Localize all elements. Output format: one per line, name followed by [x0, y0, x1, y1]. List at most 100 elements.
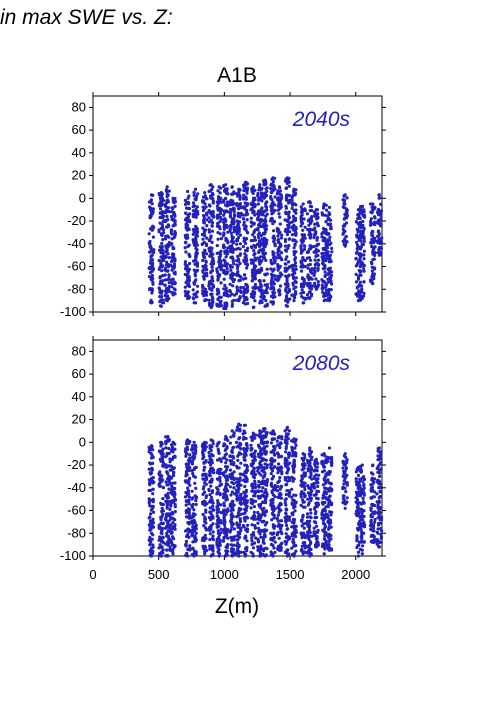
data-point — [147, 275, 152, 279]
data-point — [278, 189, 282, 193]
data-point — [172, 262, 177, 266]
point-column — [325, 446, 334, 552]
data-point — [184, 509, 188, 513]
data-point — [195, 243, 199, 247]
data-point — [243, 180, 247, 184]
data-point — [307, 218, 311, 222]
data-point — [168, 507, 172, 511]
data-point — [148, 265, 152, 269]
data-point — [278, 491, 282, 495]
data-point — [151, 282, 155, 286]
data-point — [276, 278, 280, 283]
data-point — [231, 508, 235, 512]
data-point — [256, 545, 260, 549]
data-point — [201, 205, 205, 209]
data-point — [265, 521, 269, 525]
data-point — [250, 435, 255, 439]
point-column — [234, 422, 243, 558]
data-point — [294, 276, 298, 280]
data-point — [215, 471, 219, 475]
data-point — [201, 258, 205, 263]
data-point — [377, 196, 381, 200]
data-point — [237, 190, 241, 194]
data-point — [159, 502, 163, 506]
data-point — [269, 441, 273, 445]
data-point — [288, 237, 292, 241]
data-point — [327, 260, 331, 264]
data-point — [184, 234, 188, 238]
data-point — [250, 542, 254, 547]
data-point — [313, 210, 317, 215]
data-point — [262, 506, 266, 510]
data-point — [288, 230, 292, 234]
data-point — [237, 523, 242, 527]
data-point — [345, 211, 349, 215]
data-point — [211, 504, 215, 508]
data-point — [284, 296, 289, 300]
data-point — [183, 479, 187, 483]
data-point — [150, 466, 154, 470]
data-point — [157, 258, 161, 263]
data-point — [215, 224, 219, 228]
data-point — [241, 196, 245, 200]
data-point — [250, 246, 254, 250]
data-point — [191, 525, 195, 529]
data-point — [172, 471, 176, 475]
data-point — [262, 467, 266, 471]
data-point — [277, 202, 281, 206]
data-point — [218, 479, 222, 483]
data-point — [264, 227, 268, 231]
data-point — [320, 252, 324, 256]
data-point — [292, 293, 296, 297]
data-point — [243, 495, 247, 499]
data-point — [299, 220, 304, 224]
data-point — [164, 188, 168, 192]
data-point — [187, 243, 191, 247]
data-point — [371, 245, 375, 249]
data-point — [225, 533, 229, 538]
data-point — [170, 252, 175, 256]
data-point — [173, 204, 177, 208]
data-point — [257, 444, 261, 448]
panels-group: -100-80-60-40-200204060802040s-100-80-60… — [60, 92, 386, 582]
data-point — [308, 296, 312, 300]
data-point — [285, 255, 289, 259]
point-column — [200, 191, 209, 303]
data-point — [151, 499, 155, 503]
data-point — [322, 262, 326, 266]
data-point — [300, 207, 304, 212]
data-point — [290, 495, 294, 499]
point-column — [275, 185, 284, 297]
data-point — [279, 193, 284, 197]
data-point — [201, 237, 205, 241]
data-point — [168, 460, 172, 464]
data-point — [294, 285, 298, 289]
data-point — [204, 264, 208, 268]
data-point — [242, 458, 246, 462]
data-point — [166, 477, 170, 481]
data-point — [161, 251, 165, 256]
data-point — [172, 257, 176, 261]
data-point — [316, 223, 320, 227]
data-point — [326, 238, 330, 242]
data-point — [203, 500, 207, 504]
data-point — [321, 509, 325, 513]
data-point — [264, 510, 268, 514]
data-point — [323, 213, 327, 217]
data-point — [149, 301, 154, 305]
data-point — [164, 494, 168, 498]
data-point — [279, 502, 283, 507]
data-point — [188, 440, 192, 444]
data-point — [215, 525, 219, 529]
data-point — [235, 263, 239, 267]
data-point — [288, 515, 292, 519]
data-point — [283, 515, 287, 520]
data-point — [257, 260, 261, 264]
data-point — [207, 488, 211, 493]
point-column — [215, 185, 223, 308]
data-point — [171, 207, 175, 211]
data-point — [167, 273, 171, 277]
data-point — [232, 262, 236, 266]
data-point — [261, 520, 265, 524]
data-point — [272, 535, 276, 540]
